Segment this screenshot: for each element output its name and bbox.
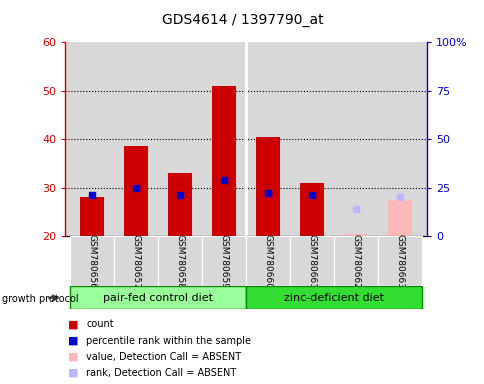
Text: GSM780658: GSM780658 bbox=[175, 233, 184, 289]
Bar bbox=[167, 173, 192, 236]
Text: ■: ■ bbox=[68, 336, 78, 346]
Text: ■: ■ bbox=[68, 368, 78, 378]
Bar bbox=[212, 86, 236, 236]
Text: percentile rank within the sample: percentile rank within the sample bbox=[86, 336, 251, 346]
Text: rank, Detection Call = ABSENT: rank, Detection Call = ABSENT bbox=[86, 368, 236, 378]
Bar bbox=[289, 236, 333, 286]
Text: GSM780660: GSM780660 bbox=[263, 233, 272, 289]
Bar bbox=[70, 236, 114, 286]
Bar bbox=[245, 286, 422, 309]
Bar bbox=[378, 236, 422, 286]
Bar bbox=[245, 236, 289, 286]
Bar bbox=[333, 236, 378, 286]
Text: GSM780659: GSM780659 bbox=[219, 233, 228, 289]
Text: GSM780662: GSM780662 bbox=[351, 234, 360, 288]
Text: ■: ■ bbox=[68, 319, 78, 329]
Text: zinc-deficient diet: zinc-deficient diet bbox=[284, 293, 383, 303]
Text: GSM780661: GSM780661 bbox=[307, 233, 316, 289]
Text: ■: ■ bbox=[68, 352, 78, 362]
Bar bbox=[80, 197, 104, 236]
Text: GDS4614 / 1397790_at: GDS4614 / 1397790_at bbox=[161, 13, 323, 27]
Text: GSM780657: GSM780657 bbox=[131, 233, 140, 289]
Text: GSM780663: GSM780663 bbox=[395, 233, 404, 289]
Text: count: count bbox=[86, 319, 114, 329]
Text: growth protocol: growth protocol bbox=[2, 294, 79, 304]
Bar bbox=[202, 236, 245, 286]
Bar bbox=[344, 234, 368, 236]
Text: pair-fed control diet: pair-fed control diet bbox=[103, 293, 212, 303]
Bar bbox=[388, 200, 411, 236]
Text: value, Detection Call = ABSENT: value, Detection Call = ABSENT bbox=[86, 352, 241, 362]
Bar bbox=[114, 236, 158, 286]
Bar bbox=[70, 286, 245, 309]
Bar bbox=[300, 183, 324, 236]
Bar bbox=[123, 146, 148, 236]
Bar bbox=[158, 236, 202, 286]
Text: GSM780656: GSM780656 bbox=[87, 233, 96, 289]
Bar bbox=[256, 137, 280, 236]
